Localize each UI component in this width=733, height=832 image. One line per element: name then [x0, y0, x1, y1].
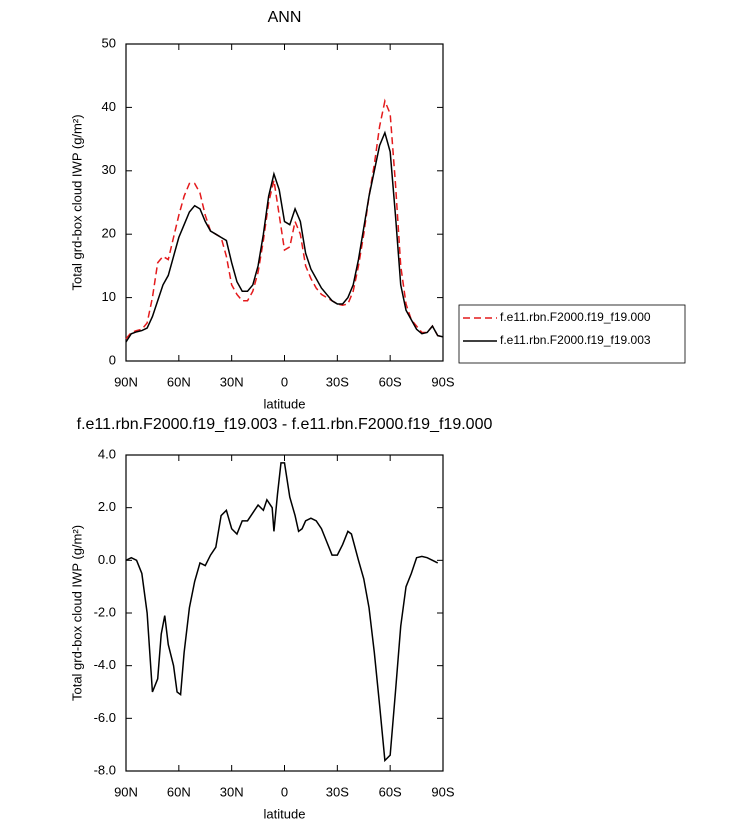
x-tick-label: 30S [326, 374, 349, 389]
y-tick-label: -4.0 [94, 657, 116, 672]
y-tick-label: 2.0 [98, 499, 116, 514]
data-line [125, 98, 444, 340]
y-tick-label: -2.0 [94, 604, 116, 619]
x-tick-label: 60S [379, 374, 402, 389]
x-tick-label: 30N [220, 374, 244, 389]
x-tick-label: 30N [220, 784, 244, 799]
y-tick-label: -6.0 [94, 710, 116, 725]
legend-box [458, 304, 686, 364]
x-tick-label: 0 [281, 784, 288, 799]
y-tick-label: 0.0 [98, 552, 116, 567]
x-tick-label: 90S [431, 374, 454, 389]
y-tick-label: 40 [102, 99, 116, 114]
plot-frame [125, 454, 444, 772]
x-tick-label: 90N [114, 374, 138, 389]
y-tick-label: 10 [102, 289, 116, 304]
x-axis-label: latitude [264, 806, 306, 821]
data-line [125, 130, 444, 343]
y-tick-label: 0 [109, 352, 116, 367]
y-tick-label: 30 [102, 162, 116, 177]
y-axis-label: Total grd-box cloud IWP (g/m²) [69, 525, 84, 701]
chart-title: ANN [268, 9, 302, 26]
x-tick-label: 60N [167, 374, 191, 389]
y-tick-label: 4.0 [98, 446, 116, 461]
x-tick-label: 0 [281, 374, 288, 389]
x-tick-label: 60S [379, 784, 402, 799]
plot-frame [125, 43, 444, 362]
legend-label: f.e11.rbn.F2000.f19_f19.000 [500, 310, 651, 324]
y-tick-label: 20 [102, 226, 116, 241]
legend-label: f.e11.rbn.F2000.f19_f19.003 [500, 333, 651, 347]
x-tick-label: 90S [431, 784, 454, 799]
y-tick-label: 50 [102, 35, 116, 50]
data-line [125, 462, 439, 763]
y-axis-label: Total grd-box cloud IWP (g/m²) [69, 114, 84, 290]
y-tick-label: -8.0 [94, 762, 116, 777]
x-tick-label: 30S [326, 784, 349, 799]
x-tick-label: 90N [114, 784, 138, 799]
x-axis-label: latitude [264, 396, 306, 411]
x-tick-label: 60N [167, 784, 191, 799]
chart-title: f.e11.rbn.F2000.f19_f19.003 - f.e11.rbn.… [77, 416, 493, 433]
